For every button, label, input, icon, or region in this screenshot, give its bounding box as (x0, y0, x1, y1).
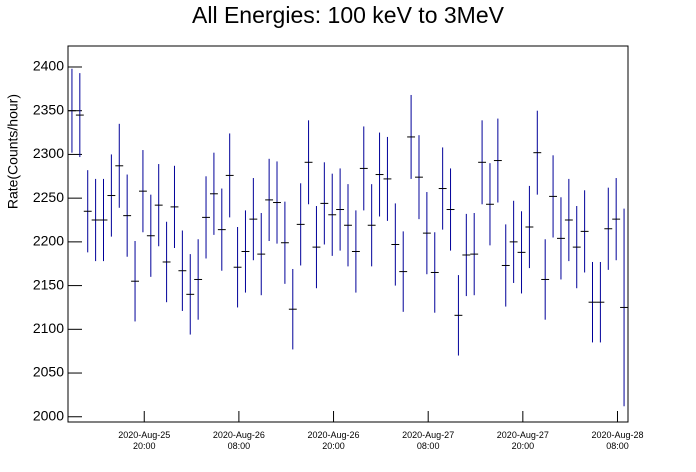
x-tick-label-line: 2020-Aug-26 (308, 430, 360, 440)
x-tick-label-line: 2020-Aug-27 (402, 430, 454, 440)
x-tick-label: 2020-Aug-27 08:00 (402, 430, 454, 451)
y-tick-label: 2250 (33, 189, 64, 205)
chart-title: All Energies: 100 keV to 3MeV (192, 2, 505, 28)
y-tick-label: 2400 (33, 58, 64, 74)
y-tick-label: 2150 (33, 276, 64, 292)
y-tick-label: 2050 (33, 364, 64, 380)
x-tick-label-line: 08:00 (606, 441, 629, 451)
x-tick-label: 2020-Aug-25 20:00 (118, 430, 170, 451)
x-tick-label: 2020-Aug-26 20:00 (308, 430, 360, 451)
y-tick-label: 2350 (33, 101, 64, 117)
x-tick-label: 2020-Aug-27 20:00 (497, 430, 549, 451)
x-tick-label-line: 2020-Aug-26 (213, 430, 265, 440)
x-tick-label-line: 2020-Aug-27 (497, 430, 549, 440)
x-tick-label-line: 08:00 (417, 441, 440, 451)
plot-frame (67, 45, 629, 423)
x-tick-label: 2020-Aug-26 08:00 (213, 430, 265, 451)
x-tick-label-line: 2020-Aug-25 (118, 430, 170, 440)
y-axis-label: Rate(Counts/hour) (5, 94, 21, 209)
x-tick-label-line: 20:00 (133, 441, 156, 451)
x-tick-label-line: 20:00 (512, 441, 535, 451)
x-tick-label-line: 2020-Aug-28 (591, 430, 643, 440)
x-tick-label-line: 08:00 (228, 441, 251, 451)
x-tick-label-line: 20:00 (322, 441, 345, 451)
y-tick-label: 2200 (33, 233, 64, 249)
x-tick-label: 2020-Aug-28 08:00 (591, 430, 643, 451)
y-tick-label: 2300 (33, 145, 64, 161)
y-tick-label: 2100 (33, 320, 64, 336)
y-tick-label: 2000 (33, 407, 64, 423)
